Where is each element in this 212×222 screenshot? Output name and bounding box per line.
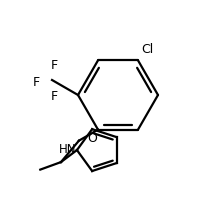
Text: F: F <box>50 59 58 72</box>
Text: F: F <box>33 75 40 89</box>
Text: F: F <box>50 90 58 103</box>
Text: HN: HN <box>59 143 76 156</box>
Text: Cl: Cl <box>141 43 153 56</box>
Text: O: O <box>87 132 97 145</box>
